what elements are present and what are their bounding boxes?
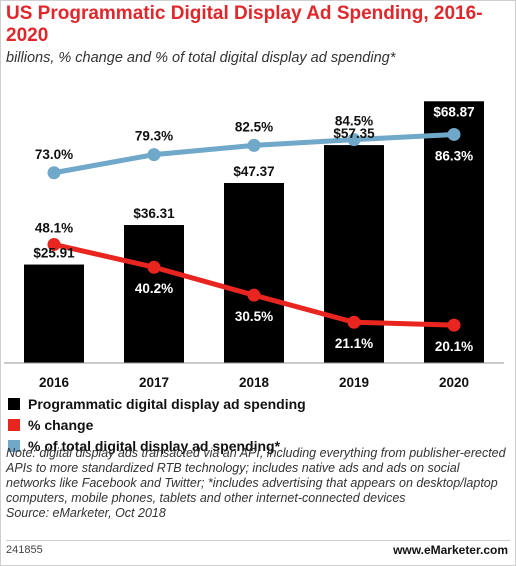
legend-swatch [8,439,20,452]
pct-change-label-2020: 20.1% [435,339,473,354]
legend-item: % of total digital display ad spending* [8,435,306,456]
point-pct-change-2016 [47,237,61,251]
point-pct-change-2017 [147,260,161,274]
point-pct-of-total-2017 [147,148,161,162]
bar-label-2018: $47.37 [233,164,274,179]
chart-id: 241855 [6,544,43,556]
legend-label: % of total digital display ad spending* [28,437,281,454]
point-pct-of-total-2018 [247,138,261,152]
chart-notes: Note: digital display ads transacted via… [6,446,510,521]
pct-of-total-label-2020: 86.3% [435,148,473,163]
bar-label-2020: $68.87 [433,104,474,119]
point-pct-change-2020 [447,318,461,332]
chart-legend: Programmatic digital display ad spending… [8,393,306,456]
bar-2018 [224,182,284,363]
x-tick-2018: 2018 [239,375,270,390]
pct-change-label-2017: 40.2% [135,281,173,296]
legend-item: Programmatic digital display ad spending [8,393,306,414]
legend-swatch [8,397,20,410]
point-pct-change-2018 [247,288,261,302]
bar-2019 [324,145,384,363]
bar-label-2017: $36.31 [133,206,175,221]
point-pct-change-2019 [347,315,361,329]
pct-change-label-2018: 30.5% [235,309,273,324]
brand-url-text: www.eMarketer.com [393,543,508,557]
x-tick-2017: 2017 [139,375,169,390]
legend-label: Programmatic digital display ad spending [28,395,306,412]
bar-label-2019: $57.35 [333,126,375,141]
pct-change-label-2019: 21.1% [335,336,373,351]
footer-divider [6,540,510,541]
pct-change-label-2016: 48.1% [35,220,73,235]
x-tick-2016: 2016 [39,375,70,390]
x-tick-2020: 2020 [439,375,469,390]
legend-label: % change [28,416,94,433]
point-pct-of-total-2019 [347,133,361,147]
pct-of-total-label-2016: 73.0% [35,147,73,162]
point-pct-of-total-2020 [447,127,461,141]
brand-url: www.eMarketer.com [393,543,508,557]
legend-item: % change [8,414,306,435]
point-pct-of-total-2016 [47,166,61,180]
chart-note-text: Note: digital display ads transacted via… [6,446,506,505]
bar-2017 [124,225,184,363]
chart-title: US Programmatic Digital Display Ad Spend… [6,3,483,46]
chart-plot-area: $25.91 $36.31 $47.37 $57.35 $68.87 73.0% 79.3%… [4,101,504,390]
x-tick-2019: 2019 [339,375,369,390]
bar-2016 [24,264,84,363]
pct-of-total-label-2017: 79.3% [135,129,173,144]
bar-label-2016: $25.91 [33,246,75,261]
pct-of-total-label-2019: 84.5% [335,114,373,129]
legend-swatch [8,418,20,431]
chart-source: Source: eMarketer, Oct 2018 [6,506,166,520]
chart-subtitle: billions, % change and % of total digita… [6,50,396,66]
pct-of-total-label-2018: 82.5% [235,119,273,134]
